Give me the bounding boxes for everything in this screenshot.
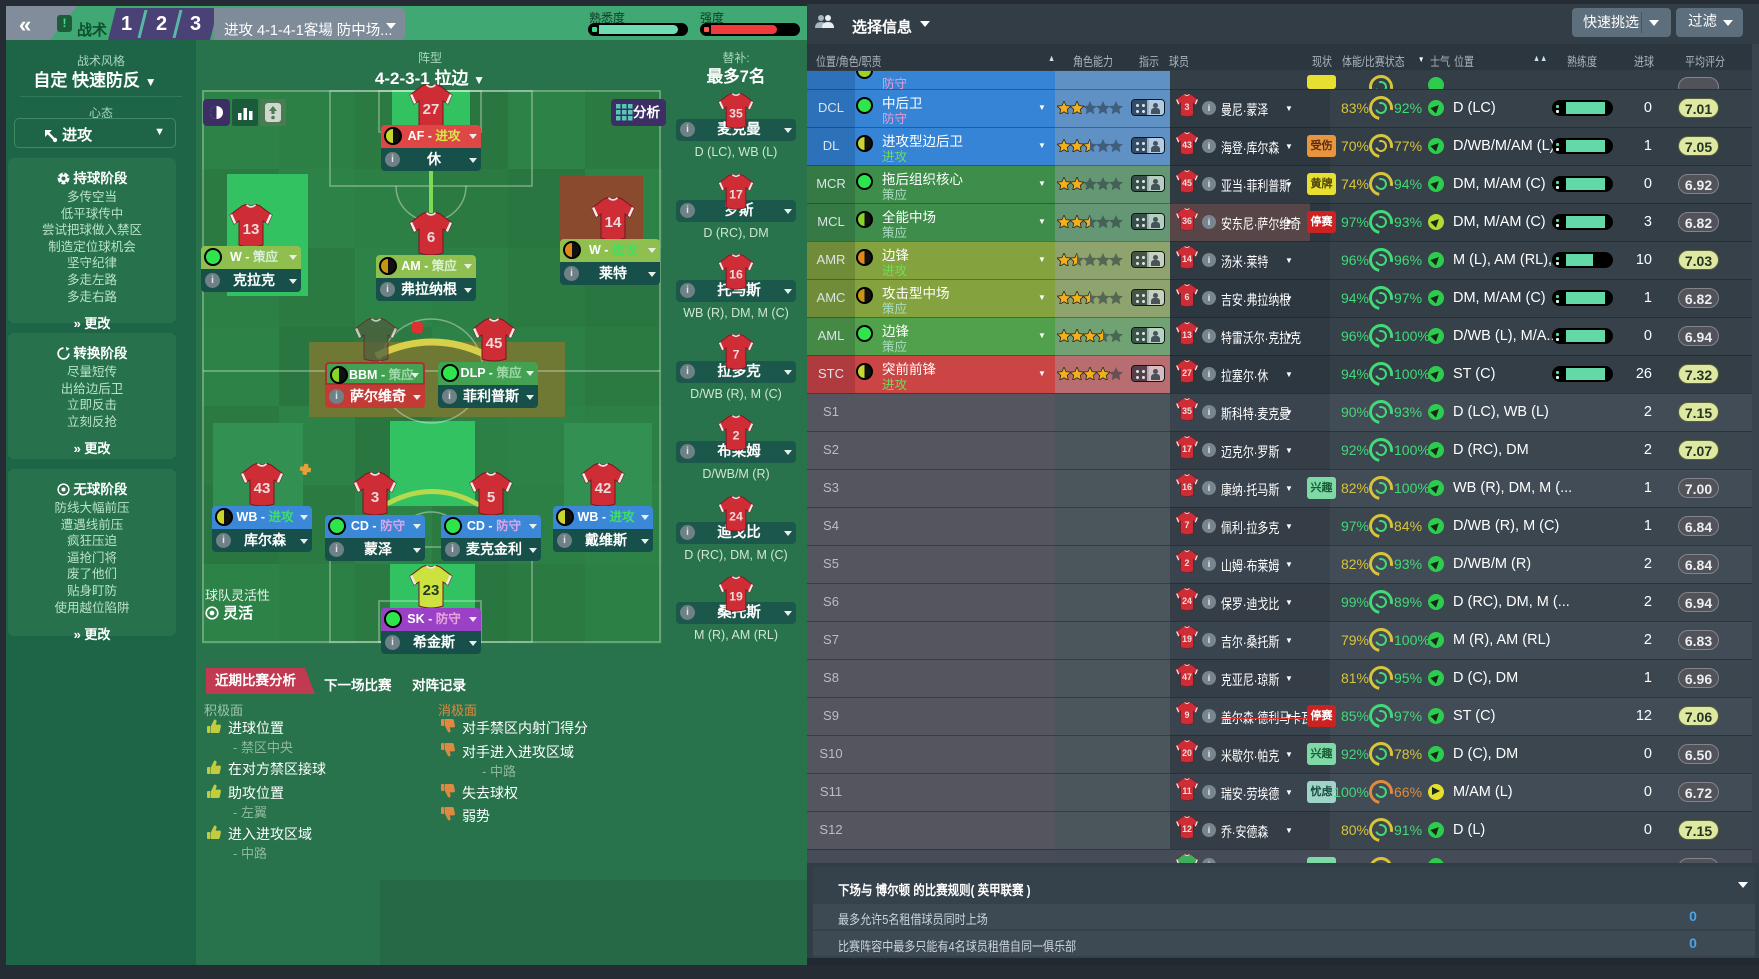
- svg-text:12: 12: [1182, 824, 1192, 834]
- svg-text:27: 27: [1182, 368, 1192, 378]
- svg-text:27: 27: [423, 101, 440, 118]
- svg-text:16: 16: [729, 268, 743, 282]
- svg-text:20: 20: [1182, 748, 1192, 758]
- svg-text:36: 36: [1182, 216, 1192, 226]
- svg-text:2: 2: [1185, 558, 1190, 568]
- svg-text:14: 14: [1182, 254, 1192, 264]
- svg-text:17: 17: [729, 188, 743, 202]
- svg-text:6: 6: [1185, 292, 1190, 302]
- svg-text:3: 3: [371, 489, 379, 506]
- svg-text:17: 17: [1182, 444, 1192, 454]
- svg-text:2: 2: [733, 429, 740, 443]
- svg-text:7: 7: [733, 348, 740, 362]
- svg-text:19: 19: [1182, 634, 1192, 644]
- svg-text:1: 1: [1185, 862, 1190, 863]
- svg-text:23: 23: [423, 582, 440, 599]
- svg-text:45: 45: [1182, 178, 1192, 188]
- svg-text:35: 35: [729, 107, 743, 121]
- svg-text:9: 9: [1185, 710, 1190, 720]
- svg-text:3: 3: [1185, 102, 1190, 112]
- svg-text:5: 5: [487, 489, 495, 506]
- svg-text:13: 13: [1182, 330, 1192, 340]
- svg-text:45: 45: [486, 335, 503, 352]
- svg-text:7: 7: [1185, 520, 1190, 530]
- svg-text:35: 35: [1182, 406, 1192, 416]
- svg-text:14: 14: [605, 214, 622, 231]
- svg-text:6: 6: [427, 229, 435, 246]
- svg-text:24: 24: [729, 510, 743, 524]
- svg-text:42: 42: [595, 480, 612, 497]
- svg-text:47: 47: [1182, 672, 1192, 682]
- svg-text:13: 13: [243, 221, 260, 238]
- svg-text:43: 43: [254, 480, 271, 497]
- svg-text:19: 19: [729, 590, 743, 604]
- svg-text:43: 43: [1182, 140, 1192, 150]
- svg-text:16: 16: [1182, 482, 1192, 492]
- svg-text:11: 11: [1182, 786, 1191, 796]
- svg-text:24: 24: [1182, 596, 1192, 606]
